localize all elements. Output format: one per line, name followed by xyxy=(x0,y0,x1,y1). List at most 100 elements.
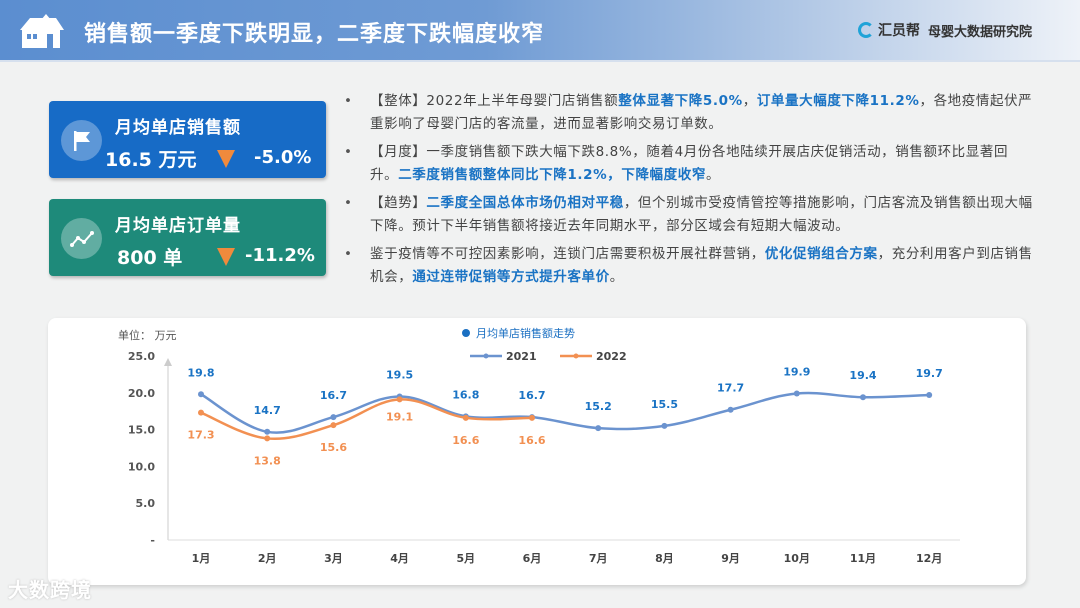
data-label: 16.6 xyxy=(518,434,545,447)
data-label: 15.2 xyxy=(585,400,612,413)
body-text: ，但个别城市受疫情管控等措施影响，门店客流及销售额出现大幅下降。预计下半年销售额… xyxy=(370,195,1033,234)
body-text: ，充分利用客户到店销售机会， xyxy=(370,246,1033,285)
data-label: 19.9 xyxy=(783,366,810,379)
x-tick-label: 12月 xyxy=(916,552,942,565)
data-label: 19.5 xyxy=(386,368,413,381)
house-icon xyxy=(20,14,64,48)
down-triangle-icon xyxy=(217,248,235,266)
x-tick-label: 6月 xyxy=(523,552,542,565)
title-dot xyxy=(462,329,470,337)
page-title: 销售额一季度下跌明显，二季度下跌幅度收窄 xyxy=(84,22,545,47)
data-label: 16.6 xyxy=(452,434,479,447)
legend-marker xyxy=(573,353,579,359)
x-tick-label: 10月 xyxy=(784,552,810,565)
body-text: ，各地疫情起伏严重影响了母婴门店的客流量，进而显著影响交易订单数。 xyxy=(370,93,1033,132)
data-point xyxy=(926,392,933,399)
insight-item: 【趋势】二季度全国总体市场仍相对平稳，但个别城市受疫情管控等措施影响，门店客流及… xyxy=(344,192,1034,237)
x-tick-label: 11月 xyxy=(850,552,876,565)
body-text: ， xyxy=(742,93,757,109)
data-point xyxy=(330,414,337,421)
legend-label: 2021 xyxy=(506,350,537,363)
data-label: 13.8 xyxy=(254,454,281,467)
data-point xyxy=(198,409,204,416)
brand-name: 汇员帮 xyxy=(878,23,920,39)
down-triangle-icon xyxy=(217,150,235,168)
data-label: 15.5 xyxy=(651,398,678,411)
series-line-2021 xyxy=(200,391,930,434)
flag-icon xyxy=(61,120,102,161)
footer-watermark: 大数跨境 xyxy=(8,574,92,603)
data-point xyxy=(264,428,271,435)
y-tick-label: 20.0 xyxy=(128,387,155,400)
data-point xyxy=(198,391,204,398)
insight-list: 【整体】2022年上半年母婴门店销售额整体显著下降5.0%，订单量大幅度下降11… xyxy=(344,90,1034,294)
data-label: 19.1 xyxy=(386,410,413,423)
header-banner: 销售额一季度下跌明显，二季度下跌幅度收窄 汇员帮 母婴大数据研究院 xyxy=(0,0,1080,62)
body-text: 【月度】一季度销售额下跌大幅下跌8.8%，随着4月份各地陆续开展店庆促销活动，销… xyxy=(370,144,1009,183)
x-tick-label: 4月 xyxy=(390,552,409,565)
data-label: 19.8 xyxy=(187,366,214,379)
body-text: 【整体】2022年上半年母婴门店销售额 xyxy=(370,93,619,109)
data-label: 14.7 xyxy=(254,404,281,417)
kpi-card-sales: 月均单店销售额 16.5 万元 -5.0% xyxy=(49,101,326,178)
y-tick-label: 10.0 xyxy=(128,460,155,473)
kpi-card-orders: 月均单店订单量 800 单 -11.2% xyxy=(49,199,326,276)
data-point xyxy=(264,435,271,442)
body-text: 鉴于疫情等不可控因素影响，连锁门店需要积极开展社群营销， xyxy=(370,246,765,262)
highlight-text: 二季度销售额整体同比下降1.2%，下降幅度收窄 xyxy=(398,166,706,183)
highlight-text: 订单量大幅度下降11.2% xyxy=(756,93,920,109)
data-label: 19.7 xyxy=(916,367,943,380)
legend-label: 2022 xyxy=(596,350,627,363)
body-text: 。 xyxy=(609,268,624,285)
data-point xyxy=(793,390,800,397)
y-axis-arrow xyxy=(164,358,172,366)
x-tick-label: 9月 xyxy=(721,552,740,565)
body-text: 。 xyxy=(705,166,721,183)
watermark-text: 大数跨境 xyxy=(8,578,92,602)
kpi-label: 月均单店订单量 xyxy=(115,216,241,236)
data-point xyxy=(396,396,403,403)
data-label: 17.3 xyxy=(187,429,214,442)
x-tick-label: 8月 xyxy=(655,552,674,565)
y-tick-label: - xyxy=(150,534,155,547)
data-point xyxy=(330,422,337,429)
highlight-text: 二季度全国总体市场仍相对平稳 xyxy=(426,195,624,211)
insight-item: 【月度】一季度销售额下跌大幅下跌8.8%，随着4月份各地陆续开展店庆促销活动，销… xyxy=(344,141,1034,186)
kpi-change: -5.0% xyxy=(254,147,312,168)
series-line-2022 xyxy=(200,398,533,441)
y-tick-label: 25.0 xyxy=(128,350,155,363)
data-point xyxy=(860,394,866,401)
insight-item: 【整体】2022年上半年母婴门店销售额整体显著下降5.0%，订单量大幅度下降11… xyxy=(344,90,1034,135)
y-tick-label: 5.0 xyxy=(136,497,156,510)
data-point xyxy=(661,422,668,429)
kpi-value: 16.5 万元 xyxy=(105,149,197,171)
unit-label: 单位： 万元 xyxy=(118,328,177,342)
data-point xyxy=(529,414,535,421)
brand-logo-icon xyxy=(858,22,874,38)
x-tick-label: 7月 xyxy=(589,552,608,565)
kpi-value: 800 单 xyxy=(117,247,183,269)
legend-marker xyxy=(483,353,489,359)
trend-line-icon xyxy=(61,218,102,259)
data-point xyxy=(595,425,602,432)
highlight-text: 通过连带促销等方式提升客单价 xyxy=(412,268,610,285)
chart-title: 月均单店销售额走势 xyxy=(476,326,575,340)
data-label: 16.8 xyxy=(452,388,479,401)
data-label: 17.7 xyxy=(717,382,744,395)
data-label: 15.6 xyxy=(320,441,347,454)
data-label: 19.4 xyxy=(849,369,876,382)
data-label: 16.7 xyxy=(518,389,545,402)
insight-item: 鉴于疫情等不可控因素影响，连锁门店需要积极开展社群营销，优化促销组合方案，充分利… xyxy=(344,243,1034,288)
highlight-text: 整体显著下降5.0% xyxy=(618,93,743,109)
kpi-change: -11.2% xyxy=(245,245,315,266)
x-tick-label: 1月 xyxy=(192,552,211,565)
x-tick-label: 5月 xyxy=(456,552,475,565)
y-tick-label: 15.0 xyxy=(128,424,155,437)
data-label: 16.7 xyxy=(320,389,347,402)
chart-card: 单位： 万元 月均单店销售额走势 2021 2022 - 5.0 10.0 15.0 20.0 2… xyxy=(48,318,1026,585)
data-point xyxy=(462,414,469,421)
brand-logo: 汇员帮 母婴大数据研究院 xyxy=(858,20,1032,40)
body-text: 【趋势】 xyxy=(370,195,427,211)
x-tick-label: 3月 xyxy=(324,552,343,565)
data-point xyxy=(727,406,734,413)
